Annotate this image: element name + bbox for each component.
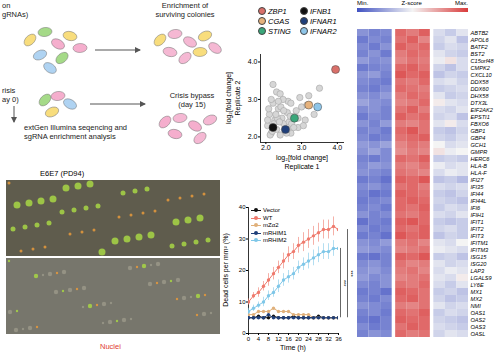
html-text:CGAS: CGAS bbox=[268, 16, 290, 26]
svg-text:MX1: MX1 bbox=[471, 289, 483, 295]
html-text:mRHIM1: mRHIM1 bbox=[263, 229, 287, 236]
svg-text:OAS3: OAS3 bbox=[471, 324, 487, 330]
svg-text:ay 0): ay 0) bbox=[2, 95, 19, 104]
html-text:log₂[fold change]: log₂[fold change] bbox=[275, 154, 329, 161]
html-text:Replicate 1: Replicate 1 bbox=[284, 162, 320, 170]
svg-text:2.0: 2.0 bbox=[261, 144, 271, 151]
svg-text:10: 10 bbox=[239, 299, 246, 305]
svg-text:IFI44L: IFI44L bbox=[471, 198, 487, 204]
html-text:IFNAR1: IFNAR1 bbox=[310, 16, 337, 26]
svg-text:Nuclei: Nuclei bbox=[100, 342, 121, 351]
html-text:ZBP1: ZBP1 bbox=[268, 6, 287, 16]
svg-text:16: 16 bbox=[285, 336, 292, 342]
svg-text:C15orf48: C15orf48 bbox=[471, 58, 495, 64]
svg-text:GBP1: GBP1 bbox=[471, 128, 486, 134]
svg-text:LAP3: LAP3 bbox=[471, 268, 486, 274]
svg-text:risis: risis bbox=[2, 86, 16, 95]
svg-text:40: 40 bbox=[239, 204, 246, 210]
svg-text:IFI35: IFI35 bbox=[471, 184, 485, 190]
svg-text:0: 0 bbox=[247, 336, 251, 342]
svg-text:GMPR: GMPR bbox=[471, 149, 488, 155]
svg-text:0: 0 bbox=[242, 330, 246, 336]
svg-text:NMI: NMI bbox=[471, 303, 482, 309]
html-text:Z-score: Z-score bbox=[401, 0, 422, 6]
svg-text:DTX3L: DTX3L bbox=[471, 100, 488, 106]
svg-text:GBP4: GBP4 bbox=[471, 135, 486, 141]
svg-text:BATF2: BATF2 bbox=[471, 44, 489, 50]
html-text:Min.: Min. bbox=[357, 0, 369, 6]
svg-text:EIF2AK2: EIF2AK2 bbox=[471, 107, 494, 113]
html-text:IFNB1: IFNB1 bbox=[310, 6, 332, 16]
svg-text:surviving colonies: surviving colonies bbox=[155, 10, 214, 19]
svg-text:BST2: BST2 bbox=[471, 51, 486, 57]
svg-text:sgRNA enrichment analysis: sgRNA enrichment analysis bbox=[24, 132, 116, 141]
svg-text:4: 4 bbox=[257, 336, 261, 342]
svg-text:24: 24 bbox=[305, 336, 312, 342]
svg-text:FBXO6: FBXO6 bbox=[471, 121, 490, 127]
svg-text:IFIT2: IFIT2 bbox=[471, 226, 485, 232]
svg-text:CMPK2: CMPK2 bbox=[471, 65, 491, 71]
svg-text:12: 12 bbox=[275, 336, 282, 342]
html-text:Dead cells per mm² (%): Dead cells per mm² (%) bbox=[221, 233, 229, 307]
svg-text:DHX58: DHX58 bbox=[471, 93, 490, 99]
svg-text:ABTB2: ABTB2 bbox=[470, 30, 490, 36]
svg-text:OAS1: OAS1 bbox=[471, 310, 486, 316]
svg-text:MX2: MX2 bbox=[471, 296, 483, 302]
svg-text:GCH1: GCH1 bbox=[471, 142, 487, 148]
svg-text:OASL: OASL bbox=[471, 331, 486, 337]
svg-text:ISG20: ISG20 bbox=[471, 261, 488, 267]
html-text:mZα2: mZα2 bbox=[263, 222, 279, 228]
svg-text:IFI27: IFI27 bbox=[471, 177, 485, 183]
svg-text:LY6E: LY6E bbox=[471, 282, 484, 288]
svg-text:IFIT1: IFIT1 bbox=[471, 219, 484, 225]
svg-text:LGALS9: LGALS9 bbox=[471, 275, 492, 281]
svg-text:30: 30 bbox=[239, 236, 246, 242]
svg-text:3.0: 3.0 bbox=[248, 96, 258, 103]
svg-text:Crisis bypass: Crisis bypass bbox=[170, 91, 215, 100]
svg-text:20: 20 bbox=[239, 267, 246, 273]
svg-text:CXCL10: CXCL10 bbox=[471, 72, 493, 78]
svg-text:EPSTI1: EPSTI1 bbox=[471, 114, 490, 120]
html-text:WT: WT bbox=[263, 214, 273, 221]
svg-text:on: on bbox=[2, 1, 10, 10]
svg-text:IFITM3: IFITM3 bbox=[471, 247, 490, 253]
svg-text:(day 15): (day 15) bbox=[178, 100, 206, 109]
html-text:Time (h): Time (h) bbox=[280, 344, 306, 351]
html-text:STING: STING bbox=[268, 26, 291, 36]
svg-text:HLA-F: HLA-F bbox=[471, 170, 488, 176]
svg-text:E6E7 (PD94): E6E7 (PD94) bbox=[40, 169, 85, 178]
svg-text:IFIH1: IFIH1 bbox=[471, 212, 485, 218]
svg-text:gRNAs): gRNAs) bbox=[2, 10, 29, 19]
svg-text:APOL6: APOL6 bbox=[470, 37, 490, 43]
html-text:Vector: Vector bbox=[263, 207, 280, 213]
svg-text:32: 32 bbox=[325, 336, 332, 342]
svg-text:IFI6: IFI6 bbox=[471, 205, 482, 211]
svg-text:4.0: 4.0 bbox=[332, 144, 342, 151]
svg-text:***: *** bbox=[341, 280, 347, 287]
svg-text:8: 8 bbox=[267, 336, 271, 342]
svg-text:IFIT3: IFIT3 bbox=[471, 233, 485, 239]
html-text:mRHIM2: mRHIM2 bbox=[263, 237, 287, 243]
svg-text:28: 28 bbox=[315, 336, 322, 342]
svg-text:4.0: 4.0 bbox=[248, 58, 258, 65]
html-text:Max.: Max. bbox=[455, 0, 468, 6]
svg-text:IFITM1: IFITM1 bbox=[471, 240, 489, 246]
svg-text:HERC6: HERC6 bbox=[471, 156, 491, 162]
svg-text:3.0: 3.0 bbox=[297, 144, 307, 151]
svg-text:***: *** bbox=[348, 270, 354, 277]
svg-text:IFI44: IFI44 bbox=[471, 191, 484, 197]
svg-text:DDX58: DDX58 bbox=[471, 79, 490, 85]
svg-text:OAS2: OAS2 bbox=[471, 317, 487, 323]
html-text:log₂[fold change]: log₂[fold change] bbox=[224, 71, 232, 125]
svg-text:36: 36 bbox=[335, 336, 342, 342]
svg-text:DDX60: DDX60 bbox=[471, 86, 490, 92]
svg-text:ISG15: ISG15 bbox=[471, 254, 488, 260]
svg-text:Enrichment of: Enrichment of bbox=[162, 1, 209, 10]
svg-text:extGen Illumina seqencing and: extGen Illumina seqencing and bbox=[24, 123, 127, 132]
svg-text:20: 20 bbox=[295, 336, 302, 342]
html-text:IFNAR2: IFNAR2 bbox=[310, 26, 337, 36]
svg-text:2.0: 2.0 bbox=[248, 133, 258, 140]
svg-text:HLA-B: HLA-B bbox=[471, 163, 488, 169]
html-text:Replicate 2: Replicate 2 bbox=[233, 80, 240, 116]
